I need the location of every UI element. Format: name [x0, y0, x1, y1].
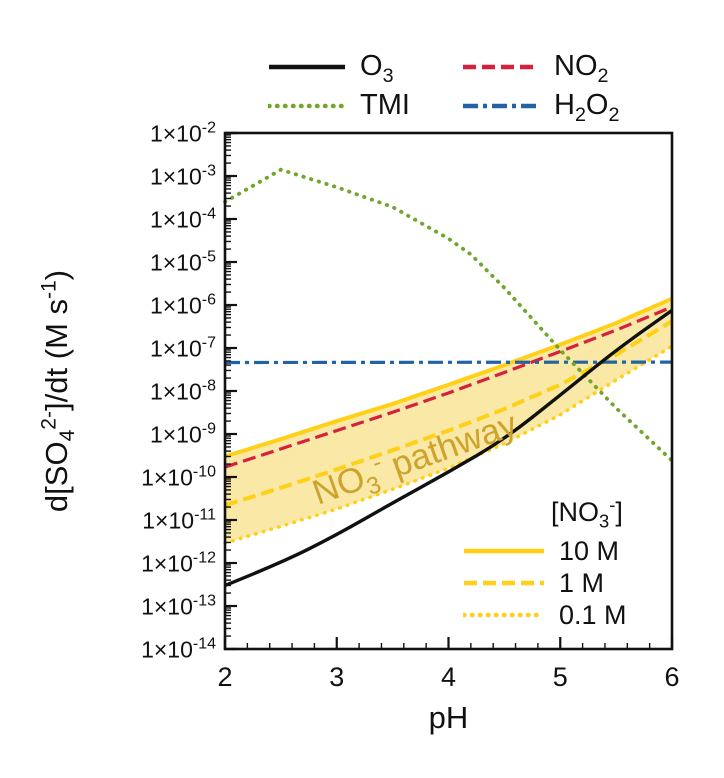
- x-axis-title: pH: [428, 700, 469, 735]
- y-tick-label: 1×10-13: [141, 593, 216, 620]
- series-NO3_1M-line: [224, 319, 674, 508]
- nitrate-legend-item: 1 M: [463, 567, 627, 599]
- x-tick-label: 3: [329, 662, 344, 692]
- no2-line-swatch: [463, 64, 539, 69]
- y-tick-label: 1×10-5: [150, 249, 216, 276]
- legend-item-no2: NO2: [462, 50, 609, 87]
- legend-label-no2: NO2: [554, 50, 609, 87]
- series-NO3_10M-line: [224, 296, 673, 459]
- y-tick-label: 1×10-4: [150, 206, 216, 233]
- legend-item-o3: O3: [268, 50, 394, 87]
- nitrate-legend-label: 10 M: [559, 535, 620, 566]
- x-tick-label: 5: [553, 662, 568, 692]
- y-tick-label: 1×10-12: [141, 550, 216, 577]
- o3-line-swatch: [269, 64, 345, 69]
- x-tick-label: 2: [217, 662, 232, 692]
- nitrate-band-fill: [225, 298, 672, 544]
- h2o2-line-swatch: [463, 103, 539, 108]
- y-tick-label: 1×10-9: [150, 421, 216, 448]
- y-tick-label: 1×10-6: [150, 292, 216, 319]
- nitrate-legend-label: 1 M: [559, 567, 605, 598]
- nitrate-dashed-swatch: [464, 580, 544, 586]
- nitrate-legend-item: 10 M: [463, 535, 627, 567]
- series-NO2-line: [224, 305, 673, 469]
- y-tick-label: 1×10-10: [141, 464, 216, 491]
- y-tick-label: 1×10-3: [150, 163, 216, 190]
- y-tick-label: 1×10-11: [142, 507, 216, 534]
- y-tick-label: 1×10-14: [141, 636, 216, 663]
- nitrate-solid-swatch: [464, 548, 544, 554]
- legend-item-h2o2: H2O2: [462, 89, 620, 126]
- y-tick-label: 1×10-7: [150, 335, 216, 362]
- nitrate-legend-title: [NO3-]: [551, 494, 623, 532]
- legend-label-h2o2: H2O2: [554, 89, 620, 126]
- legend-label-tmi: TMI: [360, 89, 410, 121]
- x-tick-label: 6: [664, 662, 679, 692]
- x-tick-label: 4: [441, 662, 456, 692]
- y-tick-label: 1×10-2: [150, 120, 216, 147]
- nitrate-dotted-swatch: [463, 612, 545, 618]
- nitrate-legend-label: 0.1 M: [559, 599, 627, 630]
- legend-item-tmi: TMI: [268, 91, 410, 120]
- series-O3-line: [224, 308, 673, 588]
- y-tick-label: 1×10-8: [150, 378, 216, 405]
- y-axis-title: d[SO42-]/dt (M s-1): [37, 269, 80, 513]
- tmi-line-swatch: [268, 103, 346, 108]
- nitrate-legend-item: 0.1 M: [463, 599, 627, 631]
- legend-label-o3: O3: [360, 50, 394, 87]
